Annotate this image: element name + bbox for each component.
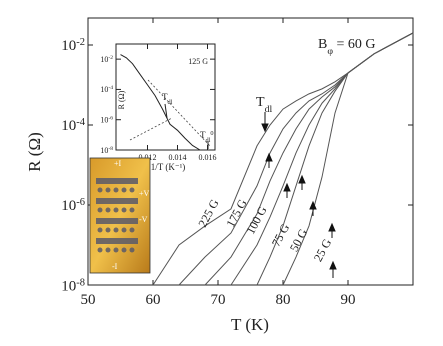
x-tick-label: 0.014 [169, 153, 187, 162]
tick-exponent: -4 [76, 117, 85, 128]
data-line [282, 32, 414, 286]
photo-label: -I [112, 262, 118, 271]
tick-exponent: -6 [108, 116, 113, 122]
x-tick-label: 90 [341, 292, 356, 308]
tick-exponent: -4 [108, 85, 113, 91]
tick-base: 10 [61, 118, 76, 134]
plot-area [115, 43, 216, 151]
label-part: dl [206, 137, 211, 144]
photo-label: -V [139, 215, 148, 224]
transition-label: Tdl0 [200, 130, 214, 144]
label-part: φ [327, 46, 333, 57]
photo-label: +V [139, 189, 150, 198]
tick-exponent: -8 [108, 146, 113, 152]
photo-pattern [96, 178, 138, 253]
label-part: T [256, 95, 265, 110]
x-tick-label: 0.016 [199, 153, 217, 162]
arrow [164, 103, 168, 119]
label-part: = 60 G [333, 37, 376, 52]
tick-exponent: -8 [76, 277, 85, 288]
y-tick-label: 10-2 [61, 37, 85, 55]
x-tick-label: 80 [276, 292, 291, 308]
tick-base: 10 [100, 55, 108, 64]
tick-base: 10 [100, 146, 108, 155]
transition-label: Tdl [256, 95, 272, 115]
y-axis-label: R (Ω) [25, 132, 44, 172]
y-tick-label: 10-2 [100, 55, 113, 64]
label-part: T [162, 92, 168, 102]
y-tick-label: 10-8 [100, 146, 113, 155]
y-tick-label: 10-6 [61, 197, 85, 215]
tick-exponent: -2 [108, 55, 113, 61]
y-tick-label: 10-8 [61, 277, 85, 295]
y-tick-label: 10-6 [100, 116, 113, 125]
tick-base: 10 [100, 85, 108, 94]
label-part: B [318, 37, 327, 52]
y-tick-label: 10-4 [61, 117, 85, 135]
data-line [120, 54, 201, 151]
transition-label: Tdl [162, 92, 173, 106]
tick-base: 10 [61, 278, 76, 294]
tick-exponent: -2 [76, 37, 85, 48]
sample-photo: +I +V -V -I [89, 157, 151, 274]
tick-base: 10 [100, 116, 108, 125]
fit-line [147, 79, 211, 147]
y-tick-label: 10-4 [100, 85, 113, 94]
field-label: Bφ = 60 G [318, 37, 376, 57]
x-axis-label: 1/T (K⁻¹) [151, 162, 186, 172]
label-part: T [200, 130, 206, 140]
y-axis-label: R (Ω) [117, 90, 126, 109]
label-part: 0 [210, 130, 213, 137]
tick-base: 10 [61, 198, 76, 214]
tick-base: 10 [61, 38, 76, 54]
arrows [261, 112, 337, 278]
photo-frame [89, 157, 151, 274]
x-tick-label: 70 [211, 292, 226, 308]
field-label: 125 G [188, 57, 208, 66]
x-tick-label: 50 [81, 292, 96, 308]
label-part: dl [168, 99, 173, 106]
x-tick-label: 0.012 [139, 153, 157, 162]
photo-label: +I [114, 159, 122, 168]
label-part: dl [265, 104, 273, 115]
x-tick-label: 60 [146, 292, 161, 308]
tick-exponent: -6 [76, 197, 85, 208]
x-axis-label: T (K) [231, 315, 269, 334]
